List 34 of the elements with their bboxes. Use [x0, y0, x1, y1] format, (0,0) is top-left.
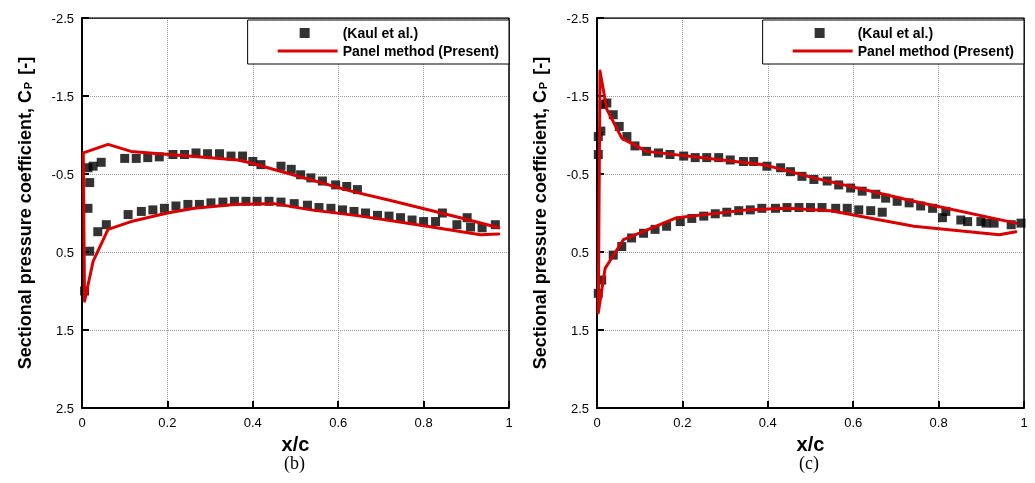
- x-tick-label: 0: [593, 415, 601, 430]
- legend-label: Panel method (Present): [342, 43, 500, 59]
- x-tick-label: 0.4: [243, 415, 262, 430]
- y-tick-label: -0.5: [51, 166, 74, 182]
- text: (c): [799, 453, 819, 474]
- y-tick-label: -1.5: [566, 88, 589, 104]
- y-tick-label: -2.5: [566, 10, 589, 26]
- text: (b): [284, 453, 305, 474]
- legend-label: (Kaul et al.): [342, 25, 419, 41]
- y-tick-label: 1.5: [55, 322, 74, 338]
- x-tick-label: 0.8: [929, 415, 948, 430]
- x-tick-label: 1: [505, 415, 513, 430]
- x-tick-label: 0: [78, 415, 86, 430]
- y-axis-title: Sectional pressure coefficient, CP [-]: [15, 56, 35, 370]
- x-tick-label: 0.2: [158, 415, 177, 430]
- x-axis-title: x/c: [281, 432, 310, 455]
- x-tick-label: 0.6: [844, 415, 863, 430]
- x-tick-label: 0.4: [758, 415, 777, 430]
- y-tick-label: 2.5: [570, 400, 589, 416]
- legend-label: Panel method (Present): [857, 43, 1015, 59]
- y-tick-label: -0.5: [566, 166, 589, 182]
- x-tick-label: 1: [1020, 415, 1028, 430]
- y-tick-label: 0.5: [55, 244, 74, 260]
- y-tick-label: 1.5: [570, 322, 589, 338]
- x-axis-title: x/c: [796, 432, 825, 455]
- x-tick-label: 0.6: [329, 415, 348, 430]
- y-axis-title: Sectional pressure coefficient, CP [-]: [530, 56, 550, 370]
- x-tick-label: 0.2: [673, 415, 692, 430]
- x-tick-label: 0.8: [414, 415, 433, 430]
- y-tick-label: 2.5: [55, 400, 74, 416]
- legend-label: (Kaul et al.): [857, 25, 934, 41]
- y-tick-label: 0.5: [570, 244, 589, 260]
- y-tick-label: -2.5: [51, 10, 74, 26]
- y-tick-label: -1.5: [51, 88, 74, 104]
